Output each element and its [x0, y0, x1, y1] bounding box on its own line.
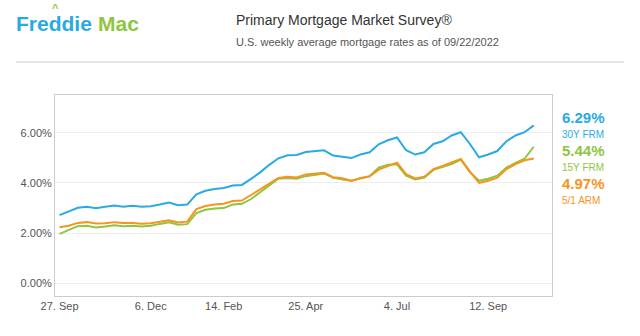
- svg-text:4.00%: 4.00%: [21, 177, 52, 189]
- svg-text:U.S. weekly average mortgage r: U.S. weekly average mortgage rates as of…: [236, 36, 499, 48]
- svg-text:30Y FRM: 30Y FRM: [562, 129, 604, 140]
- svg-text:5/1 ARM: 5/1 ARM: [562, 195, 600, 206]
- svg-text:2.00%: 2.00%: [21, 227, 52, 239]
- svg-text:27. Sep: 27. Sep: [41, 300, 79, 312]
- svg-text:Freddie: Freddie: [16, 12, 92, 35]
- svg-text:4. Jul: 4. Jul: [384, 300, 410, 312]
- svg-text:4.97%: 4.97%: [562, 175, 605, 192]
- svg-text:6. Dec: 6. Dec: [135, 300, 167, 312]
- svg-text:6.00%: 6.00%: [21, 127, 52, 139]
- svg-text:5.44%: 5.44%: [562, 142, 605, 159]
- svg-text:6.29%: 6.29%: [562, 109, 605, 126]
- svg-text:^: ^: [52, 2, 59, 14]
- svg-text:Mac: Mac: [98, 12, 139, 35]
- svg-text:12. Sep: 12. Sep: [469, 300, 507, 312]
- svg-text:0.00%: 0.00%: [21, 277, 52, 289]
- svg-text:15Y FRM: 15Y FRM: [562, 162, 604, 173]
- svg-text:14. Feb: 14. Feb: [205, 300, 242, 312]
- svg-text:Primary Mortgage Market Survey: Primary Mortgage Market Survey®: [236, 12, 452, 28]
- svg-text:25. Apr: 25. Apr: [288, 300, 323, 312]
